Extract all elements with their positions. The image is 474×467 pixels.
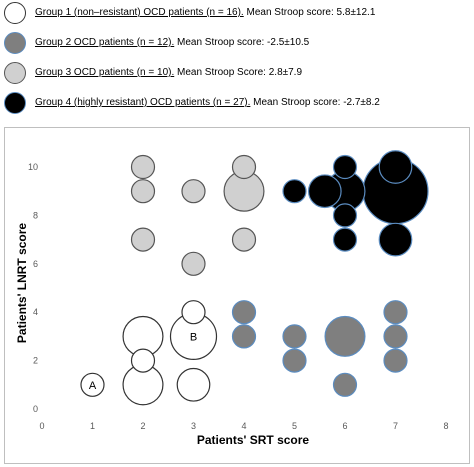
legend-item-group-4: Group 4 (highly resistant) OCD patients … <box>0 90 474 120</box>
x-tick-label: 3 <box>191 421 196 431</box>
legend-group-1-label: Group 1 (non–resistant) OCD patients (n … <box>35 7 244 18</box>
annotation-label: B <box>190 331 197 343</box>
bubbles-group <box>80 150 429 406</box>
bubble-group-2 <box>383 300 408 325</box>
bubble-group-4 <box>307 174 342 209</box>
legend-group-4-stat: Mean Stroop score: -2.7±8.2 <box>250 97 380 108</box>
y-axis-label: Patients' LNRT score <box>15 223 29 344</box>
bubble-group-4 <box>378 222 413 257</box>
bubble-group-1 <box>181 300 206 325</box>
legend-swatch-group-3 <box>4 62 26 84</box>
bubble-group-2 <box>332 372 358 397</box>
x-tick-label: 2 <box>140 421 145 431</box>
legend-group-4-label: Group 4 (highly resistant) OCD patients … <box>35 97 251 108</box>
bubble-group-3 <box>130 227 156 252</box>
x-axis-label: Patients' SRT score <box>197 433 310 447</box>
x-tick-label: 7 <box>393 421 398 431</box>
bubble-group-3 <box>231 227 257 252</box>
annotations-group: AB <box>89 331 197 391</box>
legend-group-2-stat: Mean Stroop score: -2.5±10.5 <box>174 37 310 48</box>
x-tick-label: 8 <box>443 421 448 431</box>
legend-swatch-group-4 <box>4 92 26 114</box>
legend-swatch-group-2 <box>4 32 26 54</box>
y-tick-label: 0 <box>33 404 38 414</box>
bubble-group-1 <box>130 348 156 373</box>
bubble-group-4 <box>332 203 358 228</box>
bubble-group-3 <box>181 251 206 276</box>
legend-item-group-1: Group 1 (non–resistant) OCD patients (n … <box>0 0 474 30</box>
legend-group-1-stat: Mean Stroop score: 5.8±12.1 <box>243 7 376 18</box>
bubble-group-2 <box>282 348 307 373</box>
bubble-group-2 <box>231 324 257 349</box>
y-tick-label: 6 <box>33 259 38 269</box>
x-tick-label: 4 <box>241 421 246 431</box>
bubble-group-3 <box>231 154 257 180</box>
bubble-group-1 <box>176 367 211 402</box>
legend-swatch-group-1 <box>4 2 26 24</box>
bubble-group-3 <box>130 154 156 180</box>
y-tick-label: 2 <box>33 356 38 366</box>
x-tick-label: 6 <box>342 421 347 431</box>
bubble-group-2 <box>231 300 257 325</box>
legend-group-3-stat: Mean Stroop Score: 2.8±7.9 <box>174 67 303 78</box>
bubble-group-2 <box>383 348 408 373</box>
legend-item-group-3: Group 3 OCD patients (n = 10). Mean Stro… <box>0 60 474 90</box>
bubble-group-4 <box>378 150 413 184</box>
legend-group-3-label: Group 3 OCD patients (n = 10). <box>35 67 175 78</box>
bubble-group-4 <box>332 154 358 180</box>
x-tick-label: 1 <box>90 421 95 431</box>
bubble-group-4 <box>282 179 307 204</box>
bubble-group-3 <box>130 179 156 204</box>
annotation-label: A <box>89 380 97 392</box>
y-tick-label: 8 <box>33 210 38 220</box>
x-tick-label: 5 <box>292 421 297 431</box>
bubble-group-4 <box>332 227 358 252</box>
bubble-group-2 <box>324 315 366 357</box>
bubble-group-3 <box>181 179 206 204</box>
legend: Group 1 (non–resistant) OCD patients (n … <box>0 0 474 120</box>
x-tick-label: 0 <box>39 421 44 431</box>
legend-group-2-label: Group 2 OCD patients (n = 12). <box>35 37 175 48</box>
legend-item-group-2: Group 2 OCD patients (n = 12). Mean Stro… <box>0 30 474 60</box>
bubble-group-1 <box>80 372 105 397</box>
y-tick-label: 4 <box>33 307 38 317</box>
axes-group: 0 1 2 3 4 5 6 7 8 0 2 4 6 8 10 <box>28 162 449 431</box>
bubble-group-2 <box>282 324 307 349</box>
bubble-group-2 <box>383 324 408 349</box>
y-tick-label: 10 <box>28 162 38 172</box>
